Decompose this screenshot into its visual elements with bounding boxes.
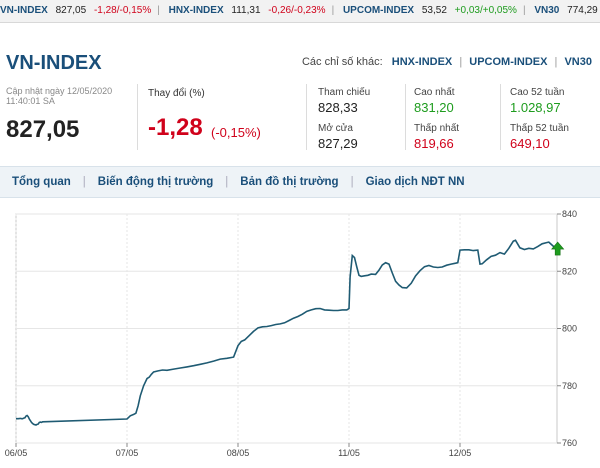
link-separator: | [459,56,463,68]
x-tick-label: 11/05 [338,448,360,458]
y-tick-label: 780 [562,381,577,391]
y-tick-label: 840 [562,209,577,219]
x-tick-label: 12/05 [449,448,472,458]
ticker-separator: | [331,5,335,16]
link-separator: | [554,56,558,68]
stat-value: 828,33 [318,100,358,115]
updated-clock: 11:40:01 SA [6,96,55,106]
tab-separator: | [82,176,86,188]
stat-low: Thấp nhất 819,66 [414,122,459,151]
stat-open: Mở cửa 827,29 [318,122,358,151]
link-upcom-index[interactable]: UPCOM-INDEX [469,56,548,68]
stat-label: Tham chiếu [318,87,371,98]
ticker-item-vnindex[interactable]: VN-INDEX 827,05 -1,28/-0,15% [0,0,151,22]
tab-market-map[interactable]: Bản đồ thị trường [240,176,339,188]
stat-reference: Tham chiếu 828,33 [318,86,370,115]
tab-foreign-trading[interactable]: Giao dịch NĐT NN [365,176,465,188]
change-label: Thay đổi (%) [148,88,205,99]
divider [500,84,501,150]
divider [306,84,307,150]
stat-value: 827,29 [318,136,358,151]
y-tick-label: 760 [562,438,577,448]
ticker-item-upcomindex[interactable]: UPCOM-INDEX 53,52 +0,03/+0,05% [343,0,517,22]
updated-time: Cập nhật ngày 12/05/2020 11:40:01 SA [6,86,131,106]
ticker-item-hnxindex[interactable]: HNX-INDEX 111,31 -0,26/-0,23% [169,0,326,22]
ticker-change: -1,28/-0,15% [93,5,152,16]
ticker-item-vn30[interactable]: VN30 774,29 [534,0,597,22]
stat-value: 831,20 [414,100,454,115]
y-tick-label: 820 [562,266,577,276]
y-axis: 760 780 800 820 840 [557,209,577,448]
x-tick-label: 07/05 [116,448,139,458]
index-line-chart[interactable]: 760 780 800 820 840 06/05 07/05 08/05 11/05 12/0… [0,200,600,468]
ticker-name[interactable]: HNX-INDEX [168,5,224,16]
ticker-value: 774,29 [567,5,598,16]
x-tick-label: 08/05 [227,448,250,458]
ticker-value: 53,52 [421,5,447,16]
change-percent: (-0,15%) [211,125,261,140]
ticker-name[interactable]: VN30 [534,5,560,16]
chart-grid [15,213,558,444]
link-vn30[interactable]: VN30 [564,56,592,68]
ticker-change: +0,03/+0,05% [454,5,517,16]
tab-bar: Tổng quan | Biến động thị trường | Bản đồ th… [0,166,600,198]
stat-label: Mở cửa [318,123,353,134]
stat-label: Thấp nhất [414,123,460,134]
change-value: -1,28 [148,114,203,141]
stat-low-52w: Thấp 52 tuần 649,10 [510,122,569,151]
ticker-change: -0,26/-0,23% [268,5,326,16]
tab-overview[interactable]: Tổng quan [12,176,71,188]
other-indices-label: Các chỉ số khác: [301,56,383,68]
stat-high: Cao nhất 831,20 [414,86,455,115]
last-value-up-arrow-icon [551,241,565,256]
other-indices: Các chỉ số khác: HNX-INDEX | UPCOM-INDEX… [302,56,592,68]
stat-high-52w: Cao 52 tuần 1.028,97 [510,86,565,115]
link-hnx-index[interactable]: HNX-INDEX [391,56,453,68]
x-axis: 06/05 07/05 08/05 11/05 12/05 [5,443,472,458]
stat-label: Cao 52 tuần [510,87,565,98]
ticker-name[interactable]: VN-INDEX [0,5,48,16]
ticker-value: 827,05 [55,5,87,16]
stat-value: 649,10 [510,136,550,151]
stat-value: 819,66 [414,136,454,151]
page-title: VN-INDEX [6,52,102,74]
series-line [16,239,559,426]
updated-date: Cập nhật ngày 12/05/2020 [6,86,113,96]
stat-value: 1.028,97 [510,100,561,115]
stat-label: Thấp 52 tuần [510,123,569,134]
y-tick-label: 800 [562,324,577,334]
ticker-value: 111,31 [231,5,261,16]
ticker-bar: VN-INDEX 827,05 -1,28/-0,15% | HNX-INDEX… [0,0,600,23]
divider [137,84,138,150]
ticker-separator: | [157,5,160,16]
x-tick-label: 06/05 [5,448,28,458]
tab-market-movement[interactable]: Biến động thị trường [97,176,214,188]
index-value: 827,05 [6,116,80,143]
tab-separator: | [225,176,229,188]
stat-label: Cao nhất [414,87,455,98]
divider [405,84,406,150]
tab-separator: | [350,176,354,188]
ticker-separator: | [522,5,526,16]
ticker-name[interactable]: UPCOM-INDEX [342,5,415,16]
